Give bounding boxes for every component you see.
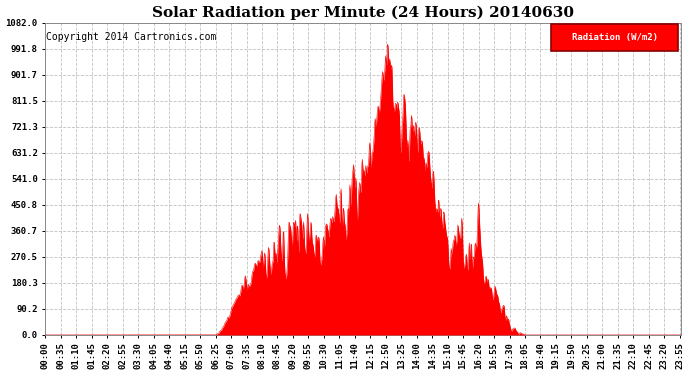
FancyBboxPatch shape xyxy=(551,24,678,51)
Title: Solar Radiation per Minute (24 Hours) 20140630: Solar Radiation per Minute (24 Hours) 20… xyxy=(152,6,575,20)
Text: Copyright 2014 Cartronics.com: Copyright 2014 Cartronics.com xyxy=(46,32,217,42)
Text: Radiation (W/m2): Radiation (W/m2) xyxy=(571,33,658,42)
